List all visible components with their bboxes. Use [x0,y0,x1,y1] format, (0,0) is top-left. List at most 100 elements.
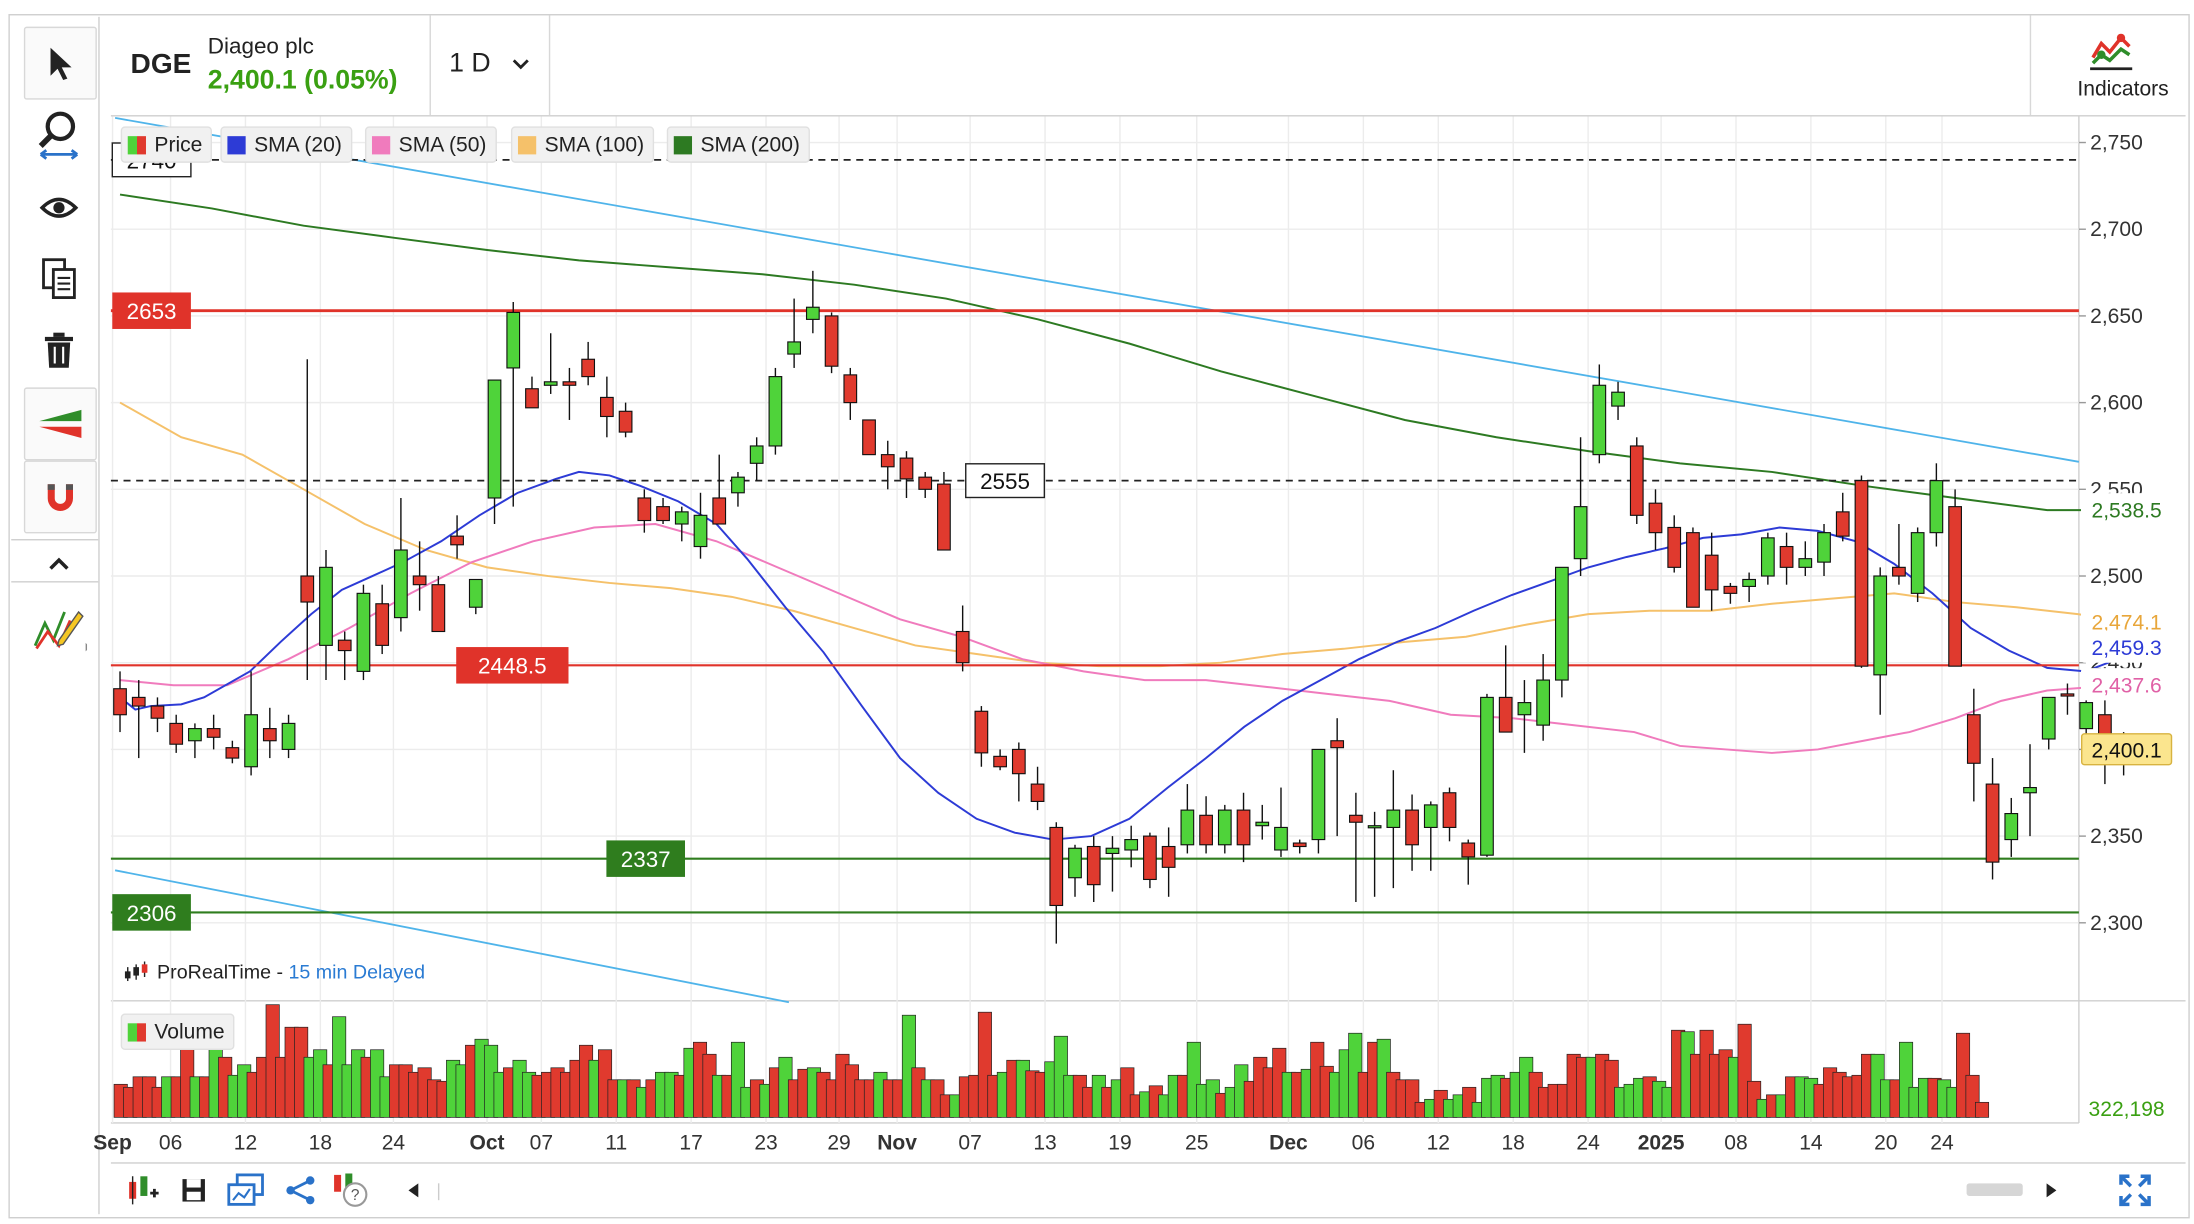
candle-body [1910,532,1925,594]
x-tick-label: Oct [469,1132,504,1155]
x-tick-label: 24 [382,1132,406,1155]
candles-plus-icon [129,1176,159,1205]
new-chart-button[interactable] [122,1172,161,1208]
y-tick-label: 2,300 [2090,912,2143,935]
level-tag-label: 2653 [127,299,177,324]
sma50-line [119,523,2124,754]
legend-volume[interactable]: Volume [120,1013,235,1050]
x-tick-label: 06 [159,1132,182,1155]
candle-body [974,710,989,754]
candle-body [337,639,352,652]
trend-tool-button[interactable] [23,387,97,461]
scroll-left-button[interactable] [394,1172,433,1208]
candle-body [749,445,764,464]
y-tick-label: 2,750 [2090,132,2143,155]
symbol-ticker[interactable]: DGE [130,49,192,81]
candle-body [543,381,558,386]
grid-lines [110,116,2186,1124]
header-divider [429,15,431,116]
candle-body [1255,821,1270,827]
visibility-tool-button[interactable] [24,177,94,239]
indicators-label: Indicators [2077,77,2169,102]
candle-body [1517,702,1532,716]
x-tick-label: 18 [1501,1132,1524,1155]
candle-body [637,497,652,522]
trendlines [114,117,2080,1004]
candle-body [1461,842,1476,858]
candle-body [1498,696,1513,733]
candle-body [487,379,502,499]
candle-body [468,578,483,608]
pointer-tool-button[interactable] [23,26,97,100]
interval-selector[interactable]: 1 D [449,49,529,80]
scrollbar-thumb[interactable] [1966,1183,2023,1196]
candle-body [1835,511,1850,537]
candle-body [1480,696,1494,856]
zoom-tool-button[interactable] [24,104,94,166]
candle-body [375,603,390,646]
legend-sma20[interactable]: SMA (20) [220,126,352,163]
sma50-end-tag-label: 2,437.6 [2091,675,2161,698]
candles-help-icon: ? [334,1173,368,1207]
sma200-end-tag-label: 2,538.5 [2091,500,2161,523]
share-button[interactable] [281,1172,320,1208]
legend-price[interactable]: Price [120,126,213,163]
y-tick-label: 2,700 [2090,218,2143,241]
credit-brand: ProRealTime - [157,960,289,983]
legend-sma100[interactable]: SMA (100) [510,126,654,163]
level-tag-2555 [965,463,1046,499]
candle-body [1592,384,1607,456]
candle-body [1723,585,1738,594]
price-swatch [127,135,146,154]
level-tag-2448.5 [456,647,569,684]
candle-body [1386,809,1401,829]
candle-body [805,306,820,320]
sma20-swatch [227,135,246,154]
help-button[interactable]: ? [330,1172,369,1208]
x-tick-label: 12 [234,1132,257,1155]
multi-chart-button[interactable] [226,1172,265,1208]
candle-body [824,315,839,367]
save-button[interactable] [174,1172,213,1208]
candle-body [1536,679,1551,726]
collapse-toolbar-button[interactable] [24,547,94,581]
legend-label: SMA (200) [700,132,800,157]
x-tick-label: 13 [1033,1132,1056,1155]
fullscreen-button[interactable] [2115,1172,2154,1208]
legend-sma50[interactable]: SMA (50) [364,126,497,163]
candle-body [1779,545,1794,568]
indicators-icon [2090,33,2133,71]
trash-icon [44,332,73,368]
indicators-button[interactable]: Indicators [2031,15,2185,115]
delete-tool-button[interactable] [24,320,94,382]
candle-body [843,374,858,404]
candle-body [1948,506,1962,667]
candle-body [262,728,277,742]
drawing-tool-button[interactable] [24,598,94,660]
candle-body [1704,554,1719,591]
candle-body [1817,532,1831,563]
scroll-right-button[interactable] [2031,1172,2070,1208]
candle-body [562,381,577,386]
windows-chart-icon [227,1173,264,1206]
candle-body [918,476,933,490]
x-tick-label: 25 [1185,1132,1208,1155]
chevron-up-icon [49,557,69,570]
sma20-end-tag [2080,630,2173,663]
trendline-lower [114,869,790,1004]
bottom-toolbar: ? [110,1162,2186,1217]
sma20-end-tag-label: 2,459.3 [2091,637,2161,660]
magnet-tool-button[interactable] [23,460,97,534]
candle-body [1442,792,1457,829]
candle-body [1648,502,1663,534]
copy-tool-button[interactable] [24,248,94,310]
legend-sma200[interactable]: SMA (200) [666,126,810,163]
candle-body [1180,809,1195,846]
candle-body [2079,702,2094,730]
legend-label: Price [154,132,203,157]
x-tick-label: 07 [958,1132,981,1155]
legend-label: Volume [154,1019,225,1044]
candle-body [1367,825,1382,829]
